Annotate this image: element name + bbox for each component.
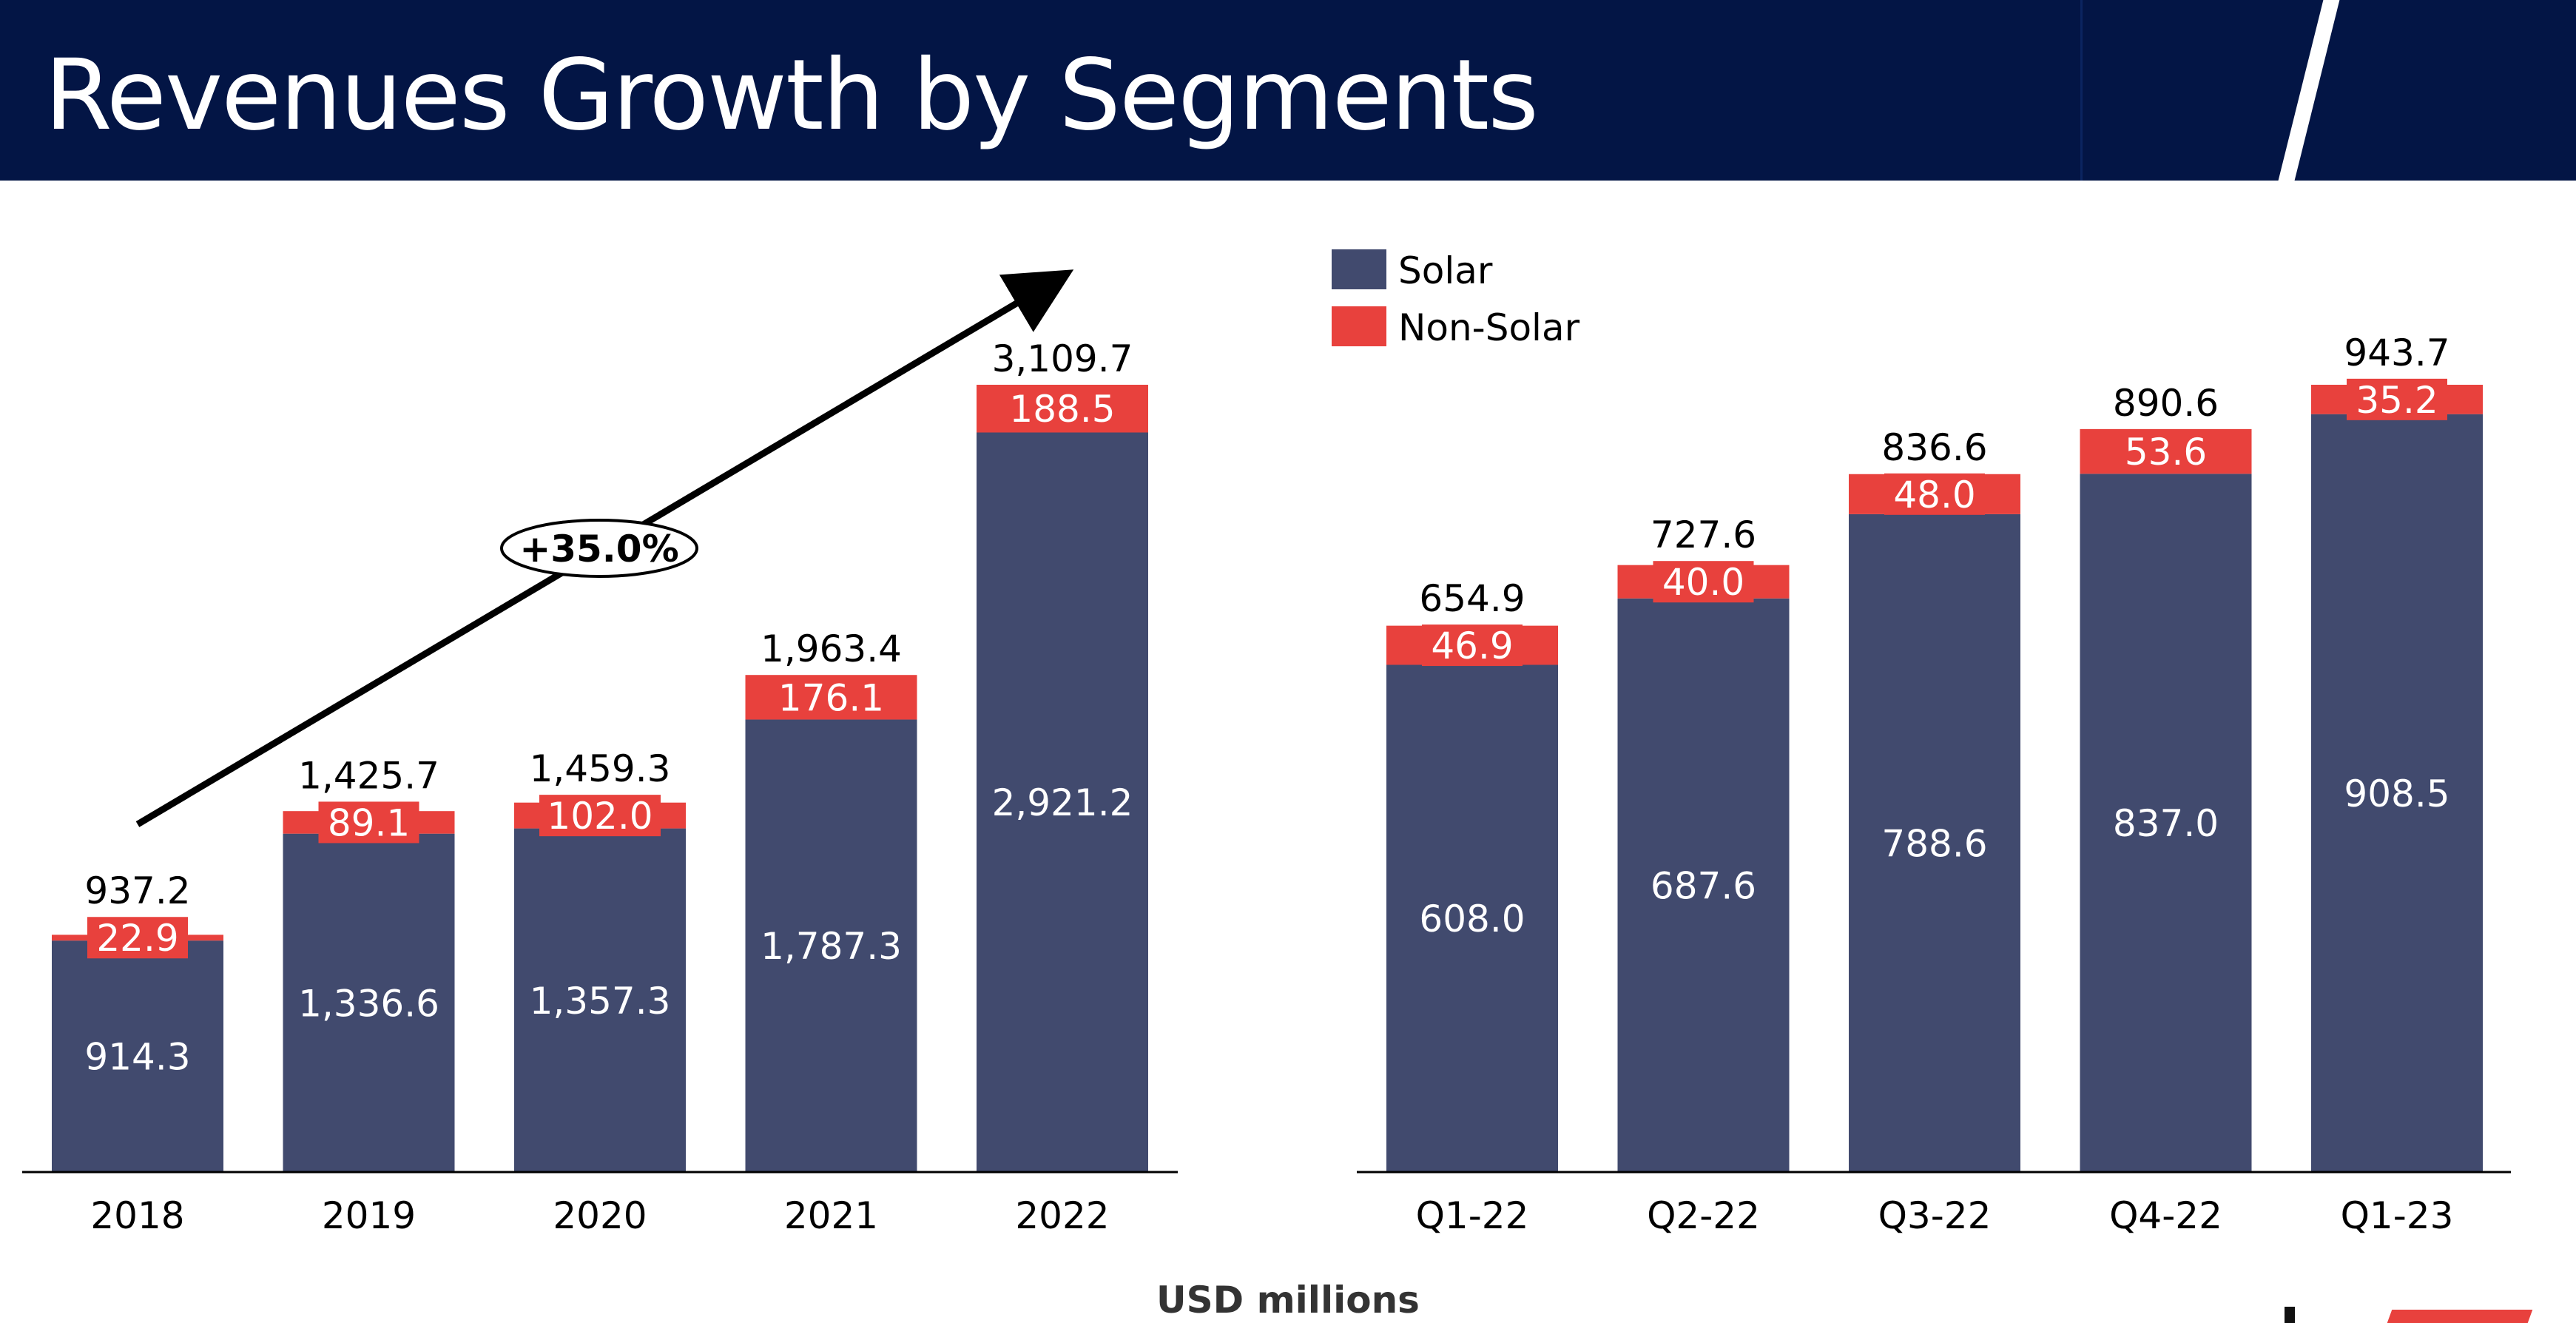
annual-label-solar: 1,357.3 (530, 980, 671, 1023)
quarterly-bar-solar (2080, 474, 2252, 1172)
annual-bar-solar (52, 940, 223, 1172)
logo-mark-red (2387, 1310, 2533, 1323)
annual-category-label: 2020 (553, 1194, 647, 1237)
quarterly-label-total: 890.6 (2113, 382, 2219, 425)
slide-header: Revenues Growth by Segments (0, 0, 2576, 181)
quarterly-label-total: 943.7 (2344, 331, 2449, 374)
logo-mark-dark (2285, 1307, 2295, 1323)
quarterly-category-label: Q2-22 (1647, 1194, 1760, 1237)
annual-label-solar: 914.3 (84, 1036, 190, 1079)
quarterly-label-solar: 837.0 (2113, 802, 2219, 845)
annual-label-non-solar: 176.1 (778, 676, 884, 719)
quarterly-bar-solar (1617, 598, 1790, 1172)
quarterly-category-label: Q1-23 (2341, 1194, 2454, 1237)
quarterly-bar-solar (2311, 414, 2483, 1172)
quarterly-label-non-solar: 46.9 (1431, 625, 1513, 667)
quarterly-label-box-non-solar (1884, 473, 1985, 515)
annual-bar-solar (514, 828, 686, 1172)
annual-category-label: 2019 (322, 1194, 416, 1237)
growth-badge (500, 519, 698, 578)
quarterly-label-solar: 608.0 (1419, 898, 1525, 940)
annual-label-total: 1,963.4 (761, 627, 902, 670)
annual-bar-solar (745, 719, 917, 1172)
annual-revenue-chart: 914.3 22.9 937.2 2018 1,336.6 89.11,425.7 2019… (22, 337, 1178, 1237)
annual-bar-non-solar (977, 385, 1148, 433)
growth-label: +35.0% (519, 528, 678, 570)
quarterly-revenue-chart: 608.0 46.9 654.9 Q1-22 687.6 40.0 727.6 Q2-22 78… (1357, 331, 2511, 1237)
annual-label-box-non-solar (318, 801, 419, 844)
annual-label-solar: 2,921.2 (992, 781, 1133, 824)
legend-label-non-solar: Non-Solar (1398, 306, 1580, 349)
page-title: Revenues Growth by Segments (44, 38, 1539, 152)
annual-label-solar: 1,336.6 (298, 982, 439, 1025)
quarterly-label-box-non-solar (1422, 625, 1523, 667)
unit-label: USD millions (1156, 1279, 1420, 1322)
quarterly-label-non-solar: 48.0 (1893, 474, 1975, 516)
annual-category-label: 2018 (90, 1194, 184, 1237)
header-divider (2080, 0, 2083, 181)
annual-bar-solar (977, 432, 1148, 1172)
quarterly-label-non-solar: 53.6 (2125, 431, 2207, 474)
quarterly-label-total: 654.9 (1419, 577, 1525, 620)
annual-label-total: 3,109.7 (992, 337, 1133, 380)
growth-annotation: +35.0% (135, 269, 1074, 827)
annual-label-total: 1,425.7 (298, 754, 439, 797)
quarterly-label-non-solar: 35.2 (2356, 379, 2438, 422)
quarterly-bar-solar (1849, 514, 2020, 1172)
quarterly-label-solar: 788.6 (1881, 822, 1987, 865)
annual-label-non-solar: 188.5 (1009, 388, 1115, 431)
quarterly-bar-non-solar (2080, 428, 2252, 474)
annual-label-box-non-solar (539, 795, 661, 837)
legend-swatch-non-solar (1332, 306, 1386, 346)
annual-category-label: 2021 (784, 1194, 878, 1237)
annual-bar-solar (283, 833, 455, 1172)
quarterly-bar-solar (1386, 664, 1558, 1172)
annual-label-total: 1,459.3 (530, 747, 671, 790)
legend-swatch-solar (1332, 249, 1386, 289)
quarterly-category-label: Q4-22 (2109, 1194, 2222, 1237)
quarterly-category-label: Q1-22 (1416, 1194, 1529, 1237)
annual-label-non-solar: 22.9 (96, 917, 178, 960)
quarterly-label-solar: 908.5 (2344, 772, 2449, 815)
quarterly-label-box-non-solar (2347, 378, 2447, 420)
annual-label-solar: 1,787.3 (761, 925, 902, 968)
annual-bar-non-solar (745, 675, 917, 720)
annual-label-box-non-solar (87, 917, 188, 959)
legend: Solar Non-Solar (1332, 249, 1580, 349)
quarterly-label-box-non-solar (1653, 561, 1754, 603)
quarterly-label-total: 727.6 (1651, 514, 1756, 556)
quarterly-label-non-solar: 40.0 (1662, 561, 1744, 604)
annual-label-non-solar: 89.1 (328, 801, 410, 844)
annual-label-total: 937.2 (84, 869, 190, 912)
quarterly-category-label: Q3-22 (1878, 1194, 1992, 1237)
quarterly-label-total: 836.6 (1881, 426, 1987, 469)
annual-label-non-solar: 102.0 (547, 795, 653, 838)
quarterly-label-solar: 687.6 (1651, 864, 1756, 907)
annual-category-label: 2022 (1015, 1194, 1109, 1237)
legend-label-solar: Solar (1398, 249, 1493, 292)
